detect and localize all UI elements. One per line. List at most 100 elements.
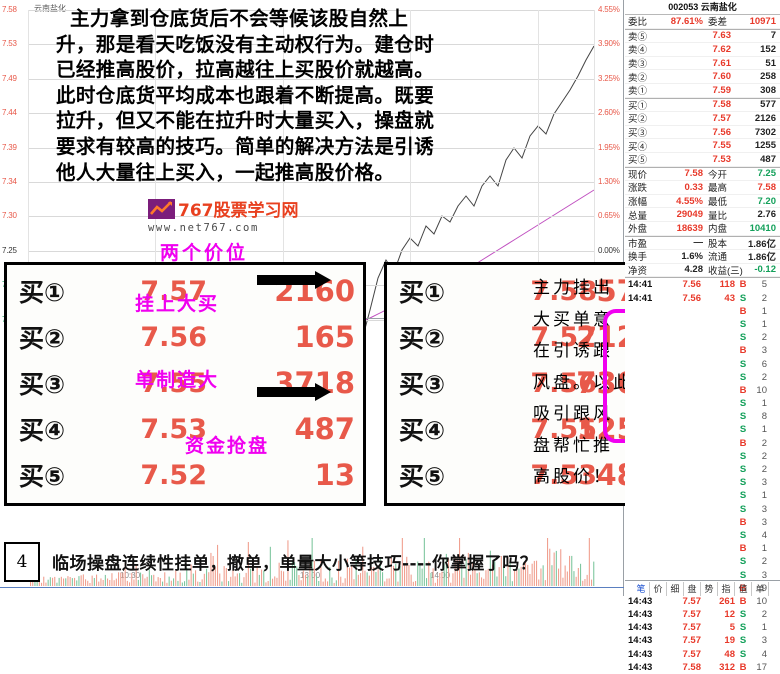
volume-bar — [157, 577, 159, 586]
ratio-label: 委比 — [628, 17, 648, 29]
price-tick: 7.25 — [2, 245, 17, 255]
volume-bar — [107, 578, 109, 586]
level-price: 7.60 — [712, 71, 732, 83]
volume-bar — [349, 567, 351, 586]
volume-bar — [102, 580, 104, 586]
stat-label: 现价 — [628, 169, 648, 181]
article-line: 他人大量往上买入，一起推高股价格。 — [56, 160, 395, 184]
ladder-volume: 487 — [294, 412, 355, 446]
volume-bar — [239, 573, 241, 586]
volume-bar — [555, 550, 557, 586]
volume-bar — [362, 546, 364, 586]
volume-bar — [580, 563, 582, 586]
chart-header-label: 云南盐化 — [34, 4, 66, 13]
trade-log-row: 14:43 7.57 12 S 2 — [625, 608, 780, 621]
annotation-capital-grab: 资金抢盘 — [185, 435, 270, 457]
trade-volume: 5 — [729, 622, 735, 634]
quote-tab-3[interactable]: 盘 — [684, 581, 701, 596]
volume-bar — [131, 573, 133, 586]
level-price: 7.57 — [712, 112, 732, 124]
volume-bar — [452, 573, 454, 586]
volume-bar — [459, 533, 461, 586]
stat-label-2: 量比 — [708, 210, 728, 222]
volume-bar — [82, 574, 84, 586]
stat-value: 7.58 — [684, 168, 704, 180]
volume-bar — [483, 578, 485, 586]
trade-count: 2 — [761, 609, 767, 621]
watermark-logo-icon — [148, 198, 175, 219]
volume-bar — [335, 580, 337, 586]
price-tick: 7.44 — [2, 108, 17, 118]
quote-tab-4[interactable]: 势 — [701, 581, 718, 596]
trade-time: 14:43 — [628, 595, 653, 607]
volume-bar — [529, 574, 531, 586]
level-label: 买⑤ — [628, 155, 648, 167]
quote-tab-7[interactable]: 单 — [752, 581, 769, 596]
level-price: 7.56 — [712, 126, 732, 138]
stat-value-2: 2.76 — [757, 209, 777, 221]
trade-direction: B — [739, 437, 747, 449]
ladder-volume: 165 — [294, 320, 355, 354]
trade-count: 10 — [756, 384, 767, 396]
level-label: 卖⑤ — [628, 31, 648, 43]
volume-bar — [445, 553, 447, 586]
trade-direction: B — [739, 543, 747, 555]
quote-tab-2[interactable]: 细 — [667, 581, 684, 596]
volume-bar — [289, 579, 291, 586]
commentary-line: 在引诱跟 — [533, 341, 613, 361]
volume-bar — [232, 568, 234, 586]
arrow-to-volume-3 — [257, 383, 333, 401]
gridline — [28, 250, 594, 252]
volume-bar — [280, 570, 282, 586]
trade-direction: B — [739, 279, 747, 291]
statistic-row: 涨幅 4.55% 最低 7.20 — [625, 195, 780, 209]
level-volume: 487 — [760, 153, 776, 165]
volume-bar — [120, 572, 122, 586]
volume-bar — [379, 557, 381, 586]
ladder-price: 7.57 — [530, 321, 597, 353]
trade-direction: B — [739, 516, 747, 528]
stat-label: 市盈 — [628, 238, 648, 250]
volume-bar — [166, 582, 168, 586]
quote-toolbar[interactable]: 笔价细盘势指值单 — [625, 580, 780, 596]
bid-level-row: 买④ 7.55 1255 — [625, 139, 780, 153]
ladder-row: 买⑤ 7.52 13 — [7, 453, 363, 497]
volume-bar — [487, 569, 489, 586]
quote-tab-6[interactable]: 值 — [735, 581, 752, 596]
time-tick: 10:30 — [120, 571, 141, 580]
trade-count: 8 — [761, 411, 767, 423]
volume-bar — [331, 577, 333, 586]
stat-label: 外盘 — [628, 224, 648, 236]
bottom-rule — [0, 587, 624, 588]
quote-tab-1[interactable]: 价 — [650, 581, 667, 596]
trade-count: 4 — [761, 648, 767, 660]
site-watermark: 767股票学习网 www.net767.com — [148, 196, 318, 234]
ladder-price: 7.53 — [530, 459, 597, 491]
quote-tab-5[interactable]: 指 — [718, 581, 735, 596]
level-label: 买④ — [628, 141, 648, 153]
volume-bar — [241, 582, 243, 586]
volume-bar — [478, 572, 480, 586]
statistic-row: 涨跌 0.33 最高 7.58 — [625, 181, 780, 195]
stat-label: 涨幅 — [628, 197, 648, 209]
volume-bar — [481, 577, 483, 586]
volume-bar — [122, 572, 124, 586]
volume-bar — [412, 581, 414, 586]
ask-level-row: 卖⑤ 7.63 7 — [625, 30, 780, 44]
ask-level-row: 卖② 7.60 258 — [625, 70, 780, 84]
percent-tick: 1.30% — [598, 177, 620, 186]
trade-count: 1 — [761, 490, 767, 502]
level-price: 7.62 — [712, 43, 732, 55]
volume-bar — [234, 576, 236, 586]
trade-count: 1 — [761, 622, 767, 634]
trade-log-row: 14:43 7.57 19 S 3 — [625, 634, 780, 647]
volume-bar — [382, 572, 384, 586]
quote-tab-0[interactable]: 笔 — [633, 581, 650, 596]
ratio-diff-value: 10971 — [749, 15, 776, 27]
volume-bar — [155, 581, 157, 586]
trade-direction: B — [739, 305, 747, 317]
volume-bar — [291, 561, 293, 586]
